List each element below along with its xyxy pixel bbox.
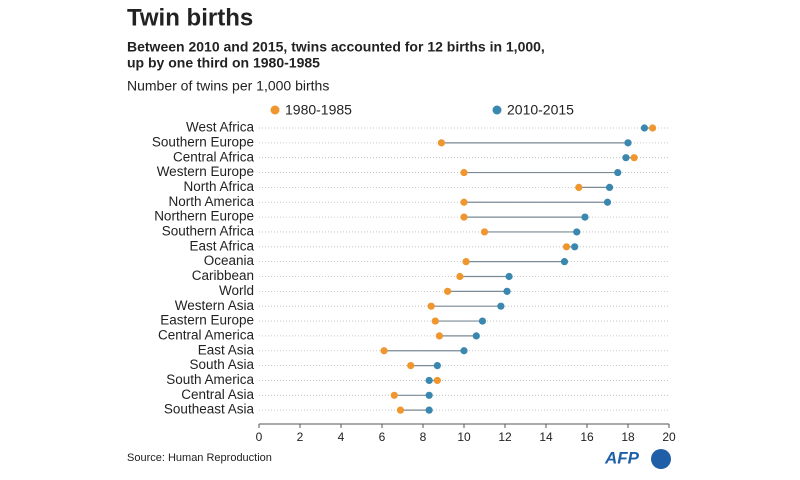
dot — [425, 376, 433, 385]
dot — [571, 243, 579, 251]
x-tick-label: 12 — [498, 430, 512, 444]
category-label: Southern Africa — [162, 224, 255, 239]
dot — [456, 272, 464, 281]
category-label: Central Asia — [181, 387, 254, 402]
dot — [630, 154, 638, 162]
legend-swatch — [492, 105, 502, 115]
x-tick-label: 14 — [539, 430, 553, 444]
subtitle: Between 2010 and 2015, twins accounted f… — [127, 39, 545, 55]
dot — [444, 287, 452, 295]
dot — [425, 391, 433, 399]
x-tick-label: 4 — [338, 430, 345, 444]
category-label: Northern Europe — [154, 209, 254, 224]
dot — [462, 258, 470, 266]
legend-label: 1980-1985 — [285, 102, 352, 118]
x-tick-label: 0 — [256, 430, 263, 444]
category-label: Central Africa — [173, 149, 255, 164]
category-label: South Asia — [189, 357, 254, 372]
dot — [407, 362, 415, 370]
dot — [433, 362, 441, 370]
dot — [649, 124, 657, 132]
dot — [581, 213, 589, 221]
category-label: Western Asia — [175, 298, 255, 313]
category-label: World — [219, 283, 254, 298]
dot — [460, 213, 468, 221]
x-tick-label: 10 — [457, 430, 471, 444]
category-label: Central America — [158, 327, 255, 342]
category-label: Western Europe — [157, 164, 254, 179]
legend-swatch — [270, 105, 280, 115]
dot — [640, 124, 649, 132]
category-label: North Africa — [183, 179, 254, 194]
dot — [603, 198, 612, 206]
dot — [435, 332, 443, 340]
dot — [575, 183, 583, 191]
dot — [396, 406, 405, 414]
subtitle: up by one third on 1980-1985 — [127, 55, 320, 71]
x-tick-label: 8 — [420, 430, 427, 444]
dot — [427, 302, 435, 310]
x-tick-label: 20 — [662, 430, 676, 444]
category-label: Southern Europe — [152, 134, 254, 149]
category-label: Oceania — [204, 253, 255, 268]
dot — [573, 228, 581, 236]
x-tick-label: 2 — [297, 430, 304, 444]
dot — [472, 332, 480, 340]
axis-label: Number of twins per 1,000 births — [127, 78, 329, 94]
dot — [437, 139, 446, 147]
source: Source: Human Reproduction — [127, 452, 272, 464]
category-label: Southeast Asia — [164, 402, 255, 417]
chart-title: Twin births — [127, 4, 253, 31]
dot — [622, 154, 630, 162]
dot — [390, 391, 398, 399]
dot — [497, 302, 505, 310]
category-label: Caribbean — [192, 268, 254, 283]
category-label: North America — [168, 194, 254, 209]
x-tick-label: 6 — [379, 430, 386, 444]
dot — [624, 139, 632, 147]
dot — [425, 406, 433, 414]
category-label: Eastern Europe — [160, 313, 254, 328]
category-label: West Africa — [186, 120, 255, 135]
legend-label: 2010-2015 — [507, 102, 574, 118]
category-label: East Asia — [198, 342, 255, 357]
dot — [503, 287, 511, 295]
logo: AFP — [604, 448, 640, 467]
dot — [560, 258, 569, 266]
dot — [614, 168, 622, 177]
dot — [562, 243, 571, 251]
x-tick-label: 16 — [580, 430, 594, 444]
category-label: East Africa — [189, 238, 254, 253]
dot — [480, 228, 489, 236]
dot — [460, 347, 468, 355]
dot — [505, 272, 513, 281]
dot — [605, 183, 614, 191]
x-tick-label: 18 — [621, 430, 635, 444]
dot — [433, 376, 441, 385]
logo-mark — [651, 449, 671, 469]
dot — [460, 198, 468, 206]
category-label: South America — [166, 372, 254, 387]
dot — [431, 317, 439, 325]
dot — [478, 317, 487, 325]
dot — [460, 168, 468, 177]
dot — [380, 347, 388, 355]
